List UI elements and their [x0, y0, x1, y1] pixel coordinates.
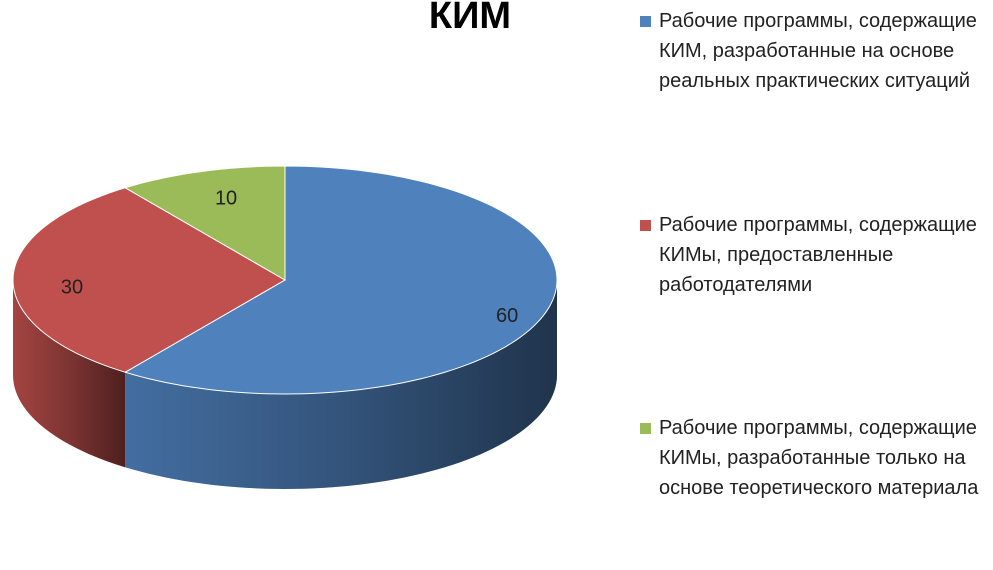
data-label: 10 — [215, 187, 237, 209]
data-label: 60 — [496, 305, 518, 327]
legend-label: Рабочие программы, содержащие КИМы, разр… — [659, 417, 979, 499]
legend-swatch — [640, 220, 651, 231]
chart-title: КИМ — [429, 0, 511, 37]
pie-side-shade — [13, 280, 126, 468]
pie-slice — [123, 165, 286, 281]
legend-label: Рабочие программы, содержащие КИМ, разра… — [659, 10, 977, 92]
data-label: 30 — [61, 276, 83, 298]
pie-slice — [12, 187, 287, 373]
legend-swatch — [640, 423, 651, 434]
pie-slice — [123, 165, 558, 395]
legend-label: Рабочие программы, содержащие КИМы, пред… — [659, 214, 977, 296]
legend-swatch — [640, 16, 651, 27]
legend-item: Рабочие программы, содержащие КИМы, разр… — [640, 413, 985, 503]
legend-item: Рабочие программы, содержащие КИМ, разра… — [640, 6, 985, 96]
pie-side-shade — [125, 280, 558, 489]
legend-item: Рабочие программы, содержащие КИМы, пред… — [640, 210, 985, 300]
